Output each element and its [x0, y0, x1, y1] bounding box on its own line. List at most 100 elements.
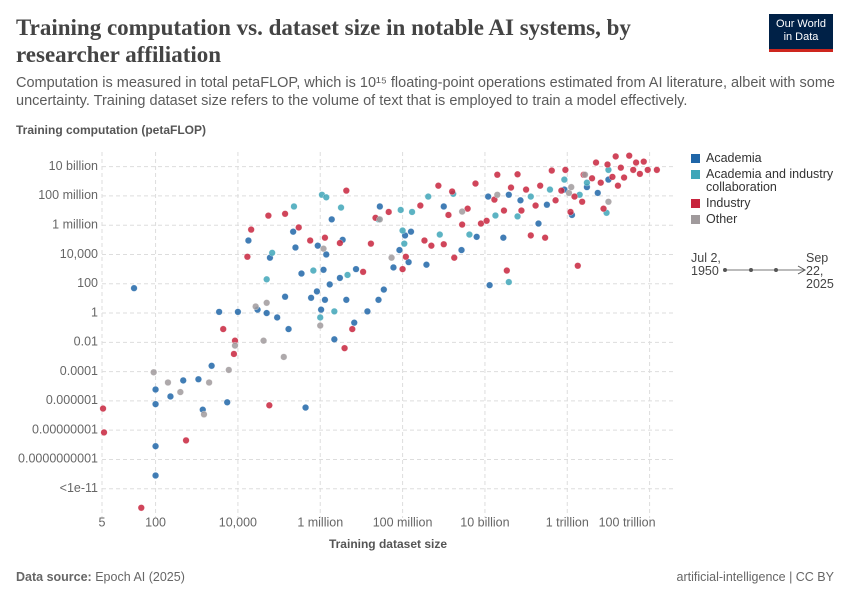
point: [541, 234, 549, 242]
point: [458, 246, 465, 254]
point: [194, 375, 202, 383]
point: [152, 400, 160, 408]
time-end[interactable]: Sep 22, 2025: [806, 251, 834, 291]
point: [535, 220, 542, 227]
point: [527, 231, 535, 239]
point: [583, 179, 591, 187]
point: [640, 158, 648, 166]
point: [321, 296, 329, 304]
legend-item[interactable]: Industry: [691, 197, 841, 210]
point: [281, 293, 289, 301]
point: [522, 186, 530, 194]
point: [567, 208, 574, 216]
point: [164, 379, 172, 386]
point: [330, 335, 338, 343]
point: [450, 254, 458, 262]
chart-subtitle: Computation is measured in total petaFLO…: [16, 75, 835, 109]
legend-item[interactable]: Academia and industry collaboration: [691, 168, 841, 194]
point: [285, 325, 293, 333]
point: [424, 193, 432, 201]
point: [330, 307, 338, 315]
point: [252, 303, 260, 310]
point: [137, 504, 145, 512]
y-tick-label: <1e-11: [60, 481, 98, 495]
point: [314, 242, 322, 250]
point: [397, 206, 405, 214]
point: [436, 231, 444, 238]
point: [472, 180, 479, 187]
logo[interactable]: Our World in Data: [769, 14, 833, 52]
point: [527, 193, 535, 201]
legend-swatch: [691, 215, 700, 224]
point: [263, 299, 271, 307]
point: [231, 342, 239, 350]
point: [505, 278, 513, 286]
x-tick-label: 1 million: [297, 515, 343, 529]
y-tick-label: 0.0000000001: [18, 452, 98, 466]
y-tick-label: 0.000001: [46, 393, 98, 407]
point: [517, 207, 525, 215]
point: [376, 203, 384, 210]
point: [500, 207, 508, 215]
point: [292, 244, 299, 251]
legend-swatch: [691, 154, 700, 163]
y-axis-label: Training computation (petaFLOP): [16, 123, 206, 137]
y-tick-label: 10,000: [60, 247, 98, 261]
point: [260, 337, 268, 345]
point: [322, 193, 330, 201]
point: [574, 262, 582, 270]
legend-label: Industry: [706, 196, 751, 210]
y-tick-label: 0.0001: [60, 364, 98, 378]
point: [448, 188, 456, 195]
point: [440, 203, 448, 210]
point: [571, 193, 578, 201]
point: [427, 242, 435, 250]
y-tick-label: 10 billion: [49, 159, 98, 173]
point: [477, 220, 485, 227]
chart-title: Training computation vs. dataset size in…: [16, 15, 631, 67]
y-tick-label: 1 million: [52, 217, 98, 231]
legend-item[interactable]: Other: [691, 213, 841, 226]
point: [313, 287, 321, 295]
y-tick-label: 100: [77, 276, 98, 290]
point: [514, 170, 521, 178]
x-tick-label: 1 trillion: [546, 515, 589, 529]
point: [298, 270, 305, 277]
y-tick-label: 0.00000001: [32, 422, 98, 436]
legend: Academia Academia and industry collaborat…: [691, 152, 841, 229]
time-start[interactable]: Jul 2, 1950: [691, 251, 721, 278]
point: [632, 159, 640, 167]
point: [464, 205, 472, 213]
point: [265, 401, 273, 409]
source-label: Data source:: [16, 570, 92, 584]
point: [337, 204, 345, 212]
source: Data source: Epoch AI (2025): [16, 570, 185, 584]
point: [302, 404, 310, 412]
point: [565, 189, 573, 197]
point: [244, 237, 252, 244]
y-tick-label: 1: [91, 305, 98, 319]
point: [465, 231, 473, 238]
point: [473, 233, 481, 241]
point: [484, 193, 492, 201]
time-slider[interactable]: [720, 264, 810, 276]
point: [307, 294, 315, 302]
point: [388, 254, 396, 262]
point: [306, 237, 314, 244]
y-tick-label: 100 million: [38, 188, 98, 202]
point: [629, 166, 637, 174]
point: [592, 159, 600, 167]
point: [152, 472, 160, 479]
point: [290, 203, 298, 210]
point: [309, 267, 317, 274]
point: [600, 205, 607, 213]
legend-item[interactable]: Academia: [691, 152, 841, 165]
point: [546, 186, 554, 194]
point: [597, 179, 605, 187]
point: [281, 210, 289, 218]
point: [567, 183, 575, 191]
point: [130, 284, 138, 292]
point: [263, 309, 271, 317]
point: [505, 191, 513, 199]
